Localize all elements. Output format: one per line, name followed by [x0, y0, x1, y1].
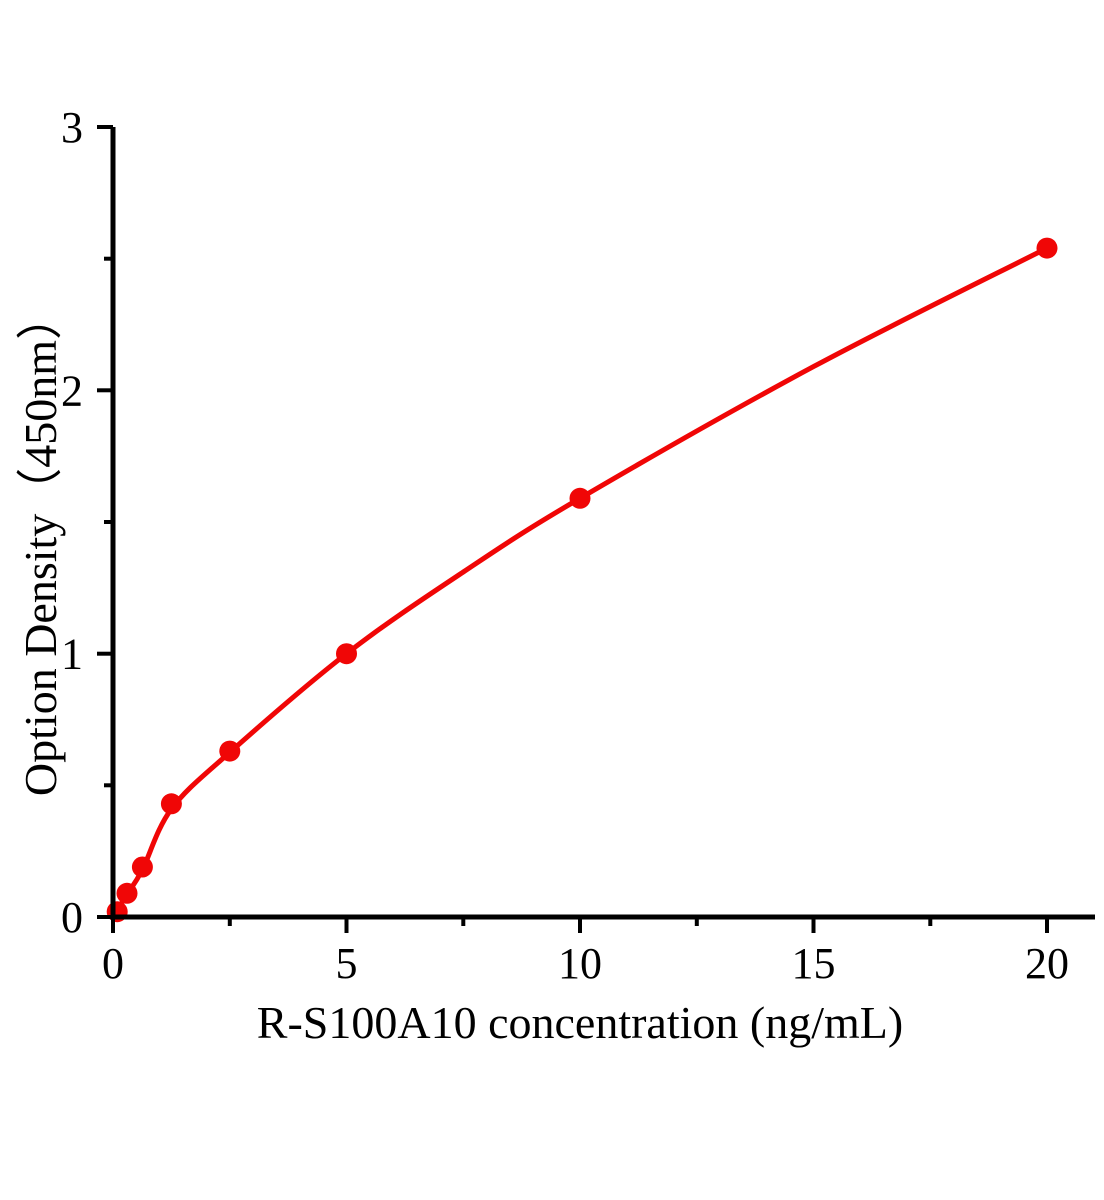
x-axis-title: R-S100A10 concentration (ng/mL): [257, 997, 903, 1048]
data-point-marker: [336, 643, 357, 665]
y-tick-label: 0: [61, 893, 83, 942]
data-point-marker: [1036, 237, 1058, 259]
y-axis-title: Option Density（450nm）: [15, 294, 66, 796]
x-tick-label: 20: [1025, 939, 1069, 988]
x-tick-label: 5: [336, 939, 358, 988]
data-point-marker: [116, 882, 138, 904]
x-tick-label: 15: [792, 939, 836, 988]
y-tick-label: 1: [61, 630, 83, 679]
data-point-marker: [219, 740, 241, 762]
y-tick-label: 2: [61, 366, 83, 415]
ticks-layer: [97, 125, 1049, 933]
tick-labels-layer: 0 5 10 15 20 0 1 2 3: [61, 103, 1069, 988]
x-tick-label: 10: [558, 939, 602, 988]
data-point-marker: [131, 856, 153, 878]
fit-curve-layer: [110, 245, 1050, 920]
data-point-marker: [569, 487, 591, 509]
fit-curve-path: [110, 245, 1050, 920]
x-tick-label: 0: [102, 939, 124, 988]
data-point-marker: [160, 793, 182, 815]
axes-layer: [110, 127, 1095, 920]
y-tick-label: 3: [61, 103, 83, 152]
data-points-layer: [106, 237, 1058, 923]
